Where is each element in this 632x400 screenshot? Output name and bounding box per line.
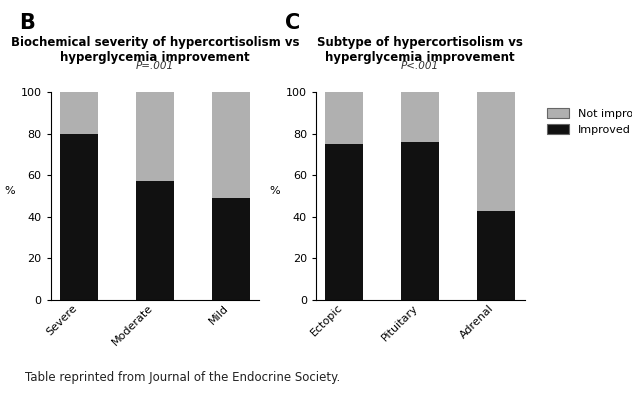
Bar xyxy=(60,134,98,300)
Bar xyxy=(136,92,174,182)
Bar xyxy=(325,92,363,144)
Bar xyxy=(325,144,363,300)
Bar xyxy=(60,92,98,134)
Y-axis label: %: % xyxy=(270,186,280,196)
Legend: Not improved, Improved: Not improved, Improved xyxy=(547,108,632,135)
Title: Subtype of hypercortisolism vs
hyperglycemia improvement: Subtype of hypercortisolism vs hyperglyc… xyxy=(317,36,523,64)
Bar xyxy=(401,92,439,142)
Title: Biochemical severity of hypercortisolism vs
hyperglycemia improvement: Biochemical severity of hypercortisolism… xyxy=(11,36,299,64)
Bar xyxy=(212,198,250,300)
Y-axis label: %: % xyxy=(4,186,15,196)
Bar xyxy=(212,92,250,198)
Text: B: B xyxy=(20,13,35,33)
Text: C: C xyxy=(284,13,300,33)
Bar xyxy=(401,142,439,300)
Text: P=.001: P=.001 xyxy=(136,61,174,71)
Text: P<.001: P<.001 xyxy=(401,61,439,71)
Bar xyxy=(477,210,515,300)
Text: Table reprinted from Journal of the Endocrine Society.: Table reprinted from Journal of the Endo… xyxy=(25,371,341,384)
Bar xyxy=(136,182,174,300)
Bar xyxy=(477,92,515,210)
